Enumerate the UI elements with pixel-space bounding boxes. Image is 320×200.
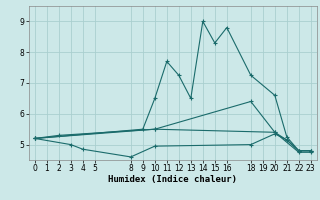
X-axis label: Humidex (Indice chaleur): Humidex (Indice chaleur) bbox=[108, 175, 237, 184]
